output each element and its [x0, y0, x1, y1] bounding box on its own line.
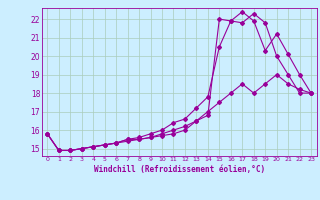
X-axis label: Windchill (Refroidissement éolien,°C): Windchill (Refroidissement éolien,°C)	[94, 165, 265, 174]
